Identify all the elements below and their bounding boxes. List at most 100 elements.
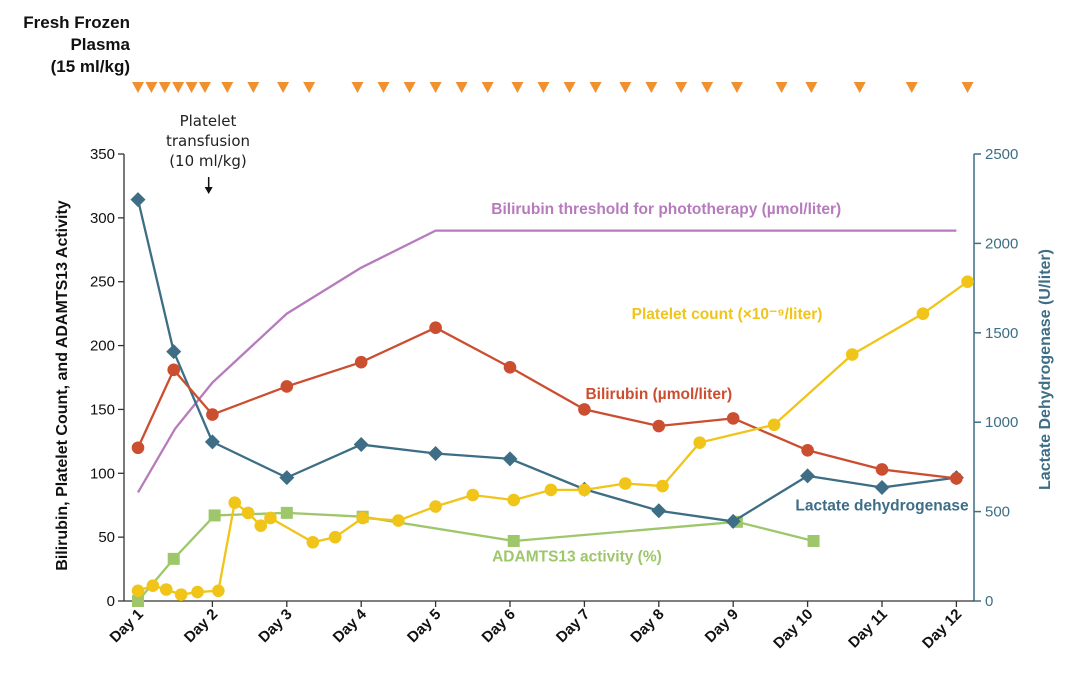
platelet-transfusion-arrow-head (204, 187, 213, 194)
ffp-dose-marker (537, 82, 550, 93)
series-label: ADAMTS13 activity (%) (492, 548, 662, 565)
left-axis-tick-label: 300 (90, 210, 115, 227)
ffp-dose-marker (198, 82, 211, 93)
ffp-dose-marker (701, 82, 714, 93)
data-point (174, 588, 188, 601)
data-point (132, 595, 144, 607)
data-point (130, 192, 146, 208)
ffp-dose-marker (675, 82, 688, 93)
data-point (264, 511, 277, 525)
ffp-dose-marker (145, 82, 158, 93)
ffp-dose-marker (185, 82, 198, 93)
data-point (507, 534, 520, 547)
left-axis-tick-label: 100 (90, 465, 115, 482)
data-point (466, 488, 480, 502)
right-axis-tick-label: 2000 (985, 235, 1018, 252)
platelet-note-line: (10 ml/kg) (169, 152, 247, 170)
data-point (503, 360, 517, 374)
data-point (131, 584, 145, 598)
data-point (619, 477, 632, 490)
data-point (254, 519, 268, 532)
data-point (801, 443, 814, 457)
ffp-dose-marker (221, 82, 234, 93)
series-line (137, 229, 957, 494)
x-axis-tick-label: Day 5 (404, 606, 444, 646)
data-point (354, 355, 368, 369)
ffp-label-line: Plasma (70, 35, 130, 54)
data-point (578, 403, 591, 416)
data-point (280, 506, 293, 519)
x-axis-tick-label: Day 3 (255, 606, 295, 646)
left-axis-title: Bilirubin, Platelet Count, and ADAMTS13 … (54, 200, 71, 571)
data-point (228, 496, 242, 509)
ffp-dose-marker (961, 82, 974, 93)
ffp-dose-marker (775, 82, 788, 93)
data-point (800, 468, 816, 484)
ffp-dose-marker (132, 82, 144, 93)
x-axis-tick-label: Day 12 (919, 606, 965, 652)
ffp-dose-marker (481, 82, 494, 93)
data-point (725, 513, 741, 529)
fresh-frozen-plasma-label: Fresh Frozen Plasma (15 ml/kg) (0, 12, 130, 78)
left-axis-tick-label: 200 (90, 338, 115, 355)
data-point (131, 441, 145, 455)
data-point (726, 412, 740, 425)
x-axis-tick-label: Day 9 (702, 606, 742, 646)
data-point (208, 509, 221, 522)
series-label: Bilirubin (µmol/liter) (585, 386, 732, 403)
right-axis-tick-label: 1500 (985, 325, 1018, 342)
series-label: Lactate dehydrogenase (795, 498, 969, 515)
right-axis-title: Lactate Dehydrogenase (U/liter) (1037, 249, 1054, 490)
series-label: Bilirubin threshold for phototherapy (µm… (491, 201, 841, 218)
data-point (916, 307, 930, 320)
ffp-dose-marker (905, 82, 918, 93)
data-point (166, 344, 182, 360)
ffp-dose-marker (377, 82, 390, 93)
ffp-dose-marker (645, 82, 658, 93)
data-point (428, 445, 444, 461)
data-point (167, 552, 180, 565)
data-point (961, 275, 974, 289)
data-point (241, 506, 255, 520)
platelet-note-line: Platelet (179, 112, 237, 130)
data-point (353, 437, 369, 453)
data-point (280, 380, 294, 393)
data-point (578, 483, 591, 497)
left-axis-tick-label: 250 (90, 274, 115, 291)
ffp-dose-marker (805, 82, 818, 93)
data-point (767, 418, 781, 432)
x-axis-tick-label: Day 11 (845, 606, 891, 652)
platelet-note-line: transfusion (165, 132, 251, 150)
series-line (136, 326, 957, 480)
data-point (502, 451, 518, 467)
data-point (392, 514, 405, 527)
data-point (159, 583, 173, 596)
ffp-label-line: (15 ml/kg) (50, 57, 130, 76)
data-point (845, 348, 859, 361)
ffp-dose-marker (511, 82, 524, 93)
data-point (693, 436, 707, 449)
data-point (950, 472, 963, 485)
data-point (279, 470, 295, 486)
ffp-dose-marker (563, 82, 576, 93)
x-axis-tick-label: Day 1 (107, 606, 147, 646)
ffp-dose-marker (158, 82, 171, 93)
right-axis-tick-label: 500 (985, 504, 1010, 521)
left-axis-tick-label: 150 (90, 401, 115, 418)
data-point (191, 585, 204, 599)
data-point (212, 584, 225, 598)
left-axis-tick-label: 50 (98, 529, 115, 546)
data-point (875, 463, 889, 476)
data-point (206, 408, 219, 421)
left-axis-tick-label: 350 (90, 146, 115, 163)
ffp-dose-marker (303, 82, 316, 93)
x-axis-tick-label: Day 7 (553, 606, 593, 646)
data-point (656, 479, 669, 493)
left-axis-tick-label: 0 (107, 593, 115, 610)
x-axis-tick-label: Day 2 (181, 606, 221, 646)
ffp-dose-marker (351, 82, 364, 93)
platelet-transfusion-note: Platelet transfusion (10 ml/kg) (152, 111, 264, 171)
ffp-dose-marker (172, 82, 185, 93)
ffp-dose-marker (589, 82, 602, 93)
